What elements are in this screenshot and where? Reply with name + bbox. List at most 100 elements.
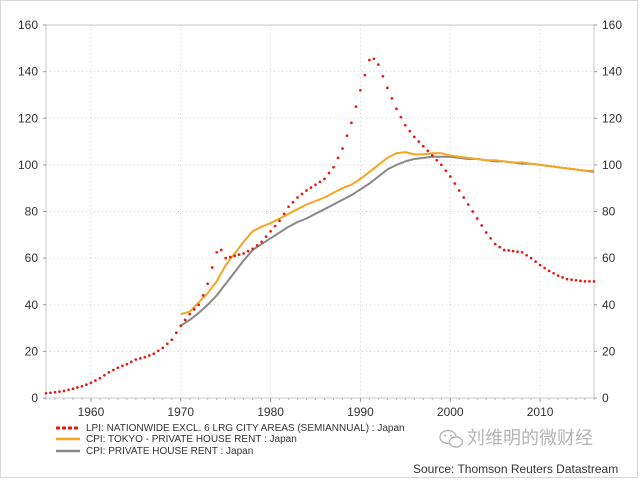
x-tick-label: 1970 bbox=[167, 405, 194, 419]
data-point bbox=[525, 253, 528, 257]
data-point bbox=[287, 205, 290, 209]
data-point bbox=[49, 391, 52, 395]
data-point bbox=[534, 260, 537, 263]
data-point bbox=[354, 105, 358, 108]
data-point bbox=[309, 186, 313, 189]
y-tick-label-right: 0 bbox=[602, 391, 609, 405]
data-point bbox=[588, 280, 591, 283]
data-point bbox=[579, 279, 582, 283]
data-point bbox=[412, 135, 416, 139]
y-tick-label-right: 60 bbox=[602, 251, 616, 265]
data-point bbox=[511, 249, 515, 253]
data-point bbox=[134, 358, 138, 361]
data-point bbox=[183, 318, 187, 322]
data-point bbox=[386, 86, 389, 90]
x-tick-label: 2010 bbox=[527, 405, 554, 419]
y-tick-label-right: 40 bbox=[602, 298, 616, 312]
data-point bbox=[152, 352, 156, 356]
data-point bbox=[314, 183, 317, 187]
y-tick-label-left: 100 bbox=[18, 158, 38, 172]
data-point bbox=[246, 249, 250, 253]
data-point bbox=[561, 276, 564, 279]
data-point bbox=[507, 249, 511, 252]
data-point bbox=[179, 324, 183, 328]
axes bbox=[43, 24, 597, 402]
data-point bbox=[89, 381, 93, 385]
data-point bbox=[341, 147, 344, 150]
data-point bbox=[260, 240, 263, 244]
data-point bbox=[570, 278, 573, 282]
data-point bbox=[475, 217, 479, 220]
data-point bbox=[112, 368, 115, 372]
data-point bbox=[547, 269, 551, 273]
data-point bbox=[121, 364, 124, 368]
data-point bbox=[165, 342, 169, 346]
data-point bbox=[62, 389, 66, 393]
data-point bbox=[480, 224, 484, 227]
data-point bbox=[242, 252, 245, 255]
series-cpi-tokyo-line bbox=[180, 151, 594, 316]
y-tick-label-right: 80 bbox=[602, 205, 616, 219]
y-tick-label-left: 20 bbox=[25, 344, 39, 358]
data-point bbox=[435, 158, 439, 162]
data-point bbox=[156, 349, 160, 353]
data-point bbox=[359, 88, 362, 92]
data-point bbox=[466, 203, 470, 206]
data-point bbox=[233, 254, 237, 258]
data-point bbox=[327, 171, 331, 175]
data-point bbox=[493, 242, 497, 246]
data-point bbox=[502, 248, 506, 252]
source-text: Source: Thomson Reuters Datastream bbox=[413, 462, 618, 476]
data-point bbox=[201, 294, 205, 297]
data-point bbox=[399, 115, 403, 119]
watermark-text: 刘维明的微财经 bbox=[467, 428, 593, 448]
data-point bbox=[264, 235, 268, 238]
data-point bbox=[170, 338, 174, 342]
data-point bbox=[305, 189, 308, 192]
data-point bbox=[345, 134, 349, 138]
legend: LPI: NATIONWIDE EXCL. 6 LRG CITY AREAS (… bbox=[56, 423, 405, 457]
data-point bbox=[457, 189, 461, 192]
x-tick-label: 2000 bbox=[437, 405, 464, 419]
data-point bbox=[421, 144, 425, 148]
data-point bbox=[368, 58, 371, 62]
data-point bbox=[278, 219, 281, 223]
y-tick-label-right: 20 bbox=[602, 344, 616, 358]
data-point bbox=[125, 362, 129, 366]
data-point bbox=[228, 255, 232, 259]
data-point bbox=[53, 390, 57, 394]
data-point bbox=[484, 231, 488, 234]
x-axis-ticks: 1960 1970 1980 1990 2000 2010 bbox=[78, 405, 554, 419]
data-point bbox=[251, 247, 254, 251]
data-point bbox=[282, 212, 286, 216]
data-point bbox=[538, 263, 542, 267]
data-point bbox=[372, 57, 376, 61]
data-point bbox=[439, 163, 443, 167]
x-tick-label: 1960 bbox=[78, 405, 105, 419]
data-point bbox=[161, 346, 165, 350]
data-point bbox=[448, 175, 452, 178]
data-point bbox=[318, 180, 322, 184]
data-point bbox=[147, 354, 151, 357]
data-point bbox=[188, 312, 192, 316]
series-cpi-private-line bbox=[180, 155, 595, 327]
y-tick-label-left: 80 bbox=[25, 205, 39, 219]
data-point bbox=[300, 192, 304, 196]
y-axis-left-ticks: 0 20 40 60 80 100 120 140 160 bbox=[18, 18, 38, 405]
data-point bbox=[192, 308, 196, 311]
data-point bbox=[255, 243, 259, 247]
y-tick-label-left: 0 bbox=[31, 391, 38, 405]
data-point bbox=[291, 200, 295, 204]
legend-label: CPI: TOKYO - PRIVATE HOUSE RENT : Japan bbox=[86, 434, 297, 445]
data-point bbox=[58, 390, 61, 393]
data-point bbox=[516, 250, 519, 254]
data-point bbox=[556, 274, 560, 277]
legend-label: LPI: NATIONWIDE EXCL. 6 LRG CITY AREAS (… bbox=[86, 423, 405, 434]
data-point bbox=[574, 278, 578, 282]
data-point bbox=[377, 63, 380, 66]
data-point bbox=[363, 73, 367, 77]
data-point bbox=[269, 229, 272, 233]
data-point bbox=[80, 384, 84, 388]
